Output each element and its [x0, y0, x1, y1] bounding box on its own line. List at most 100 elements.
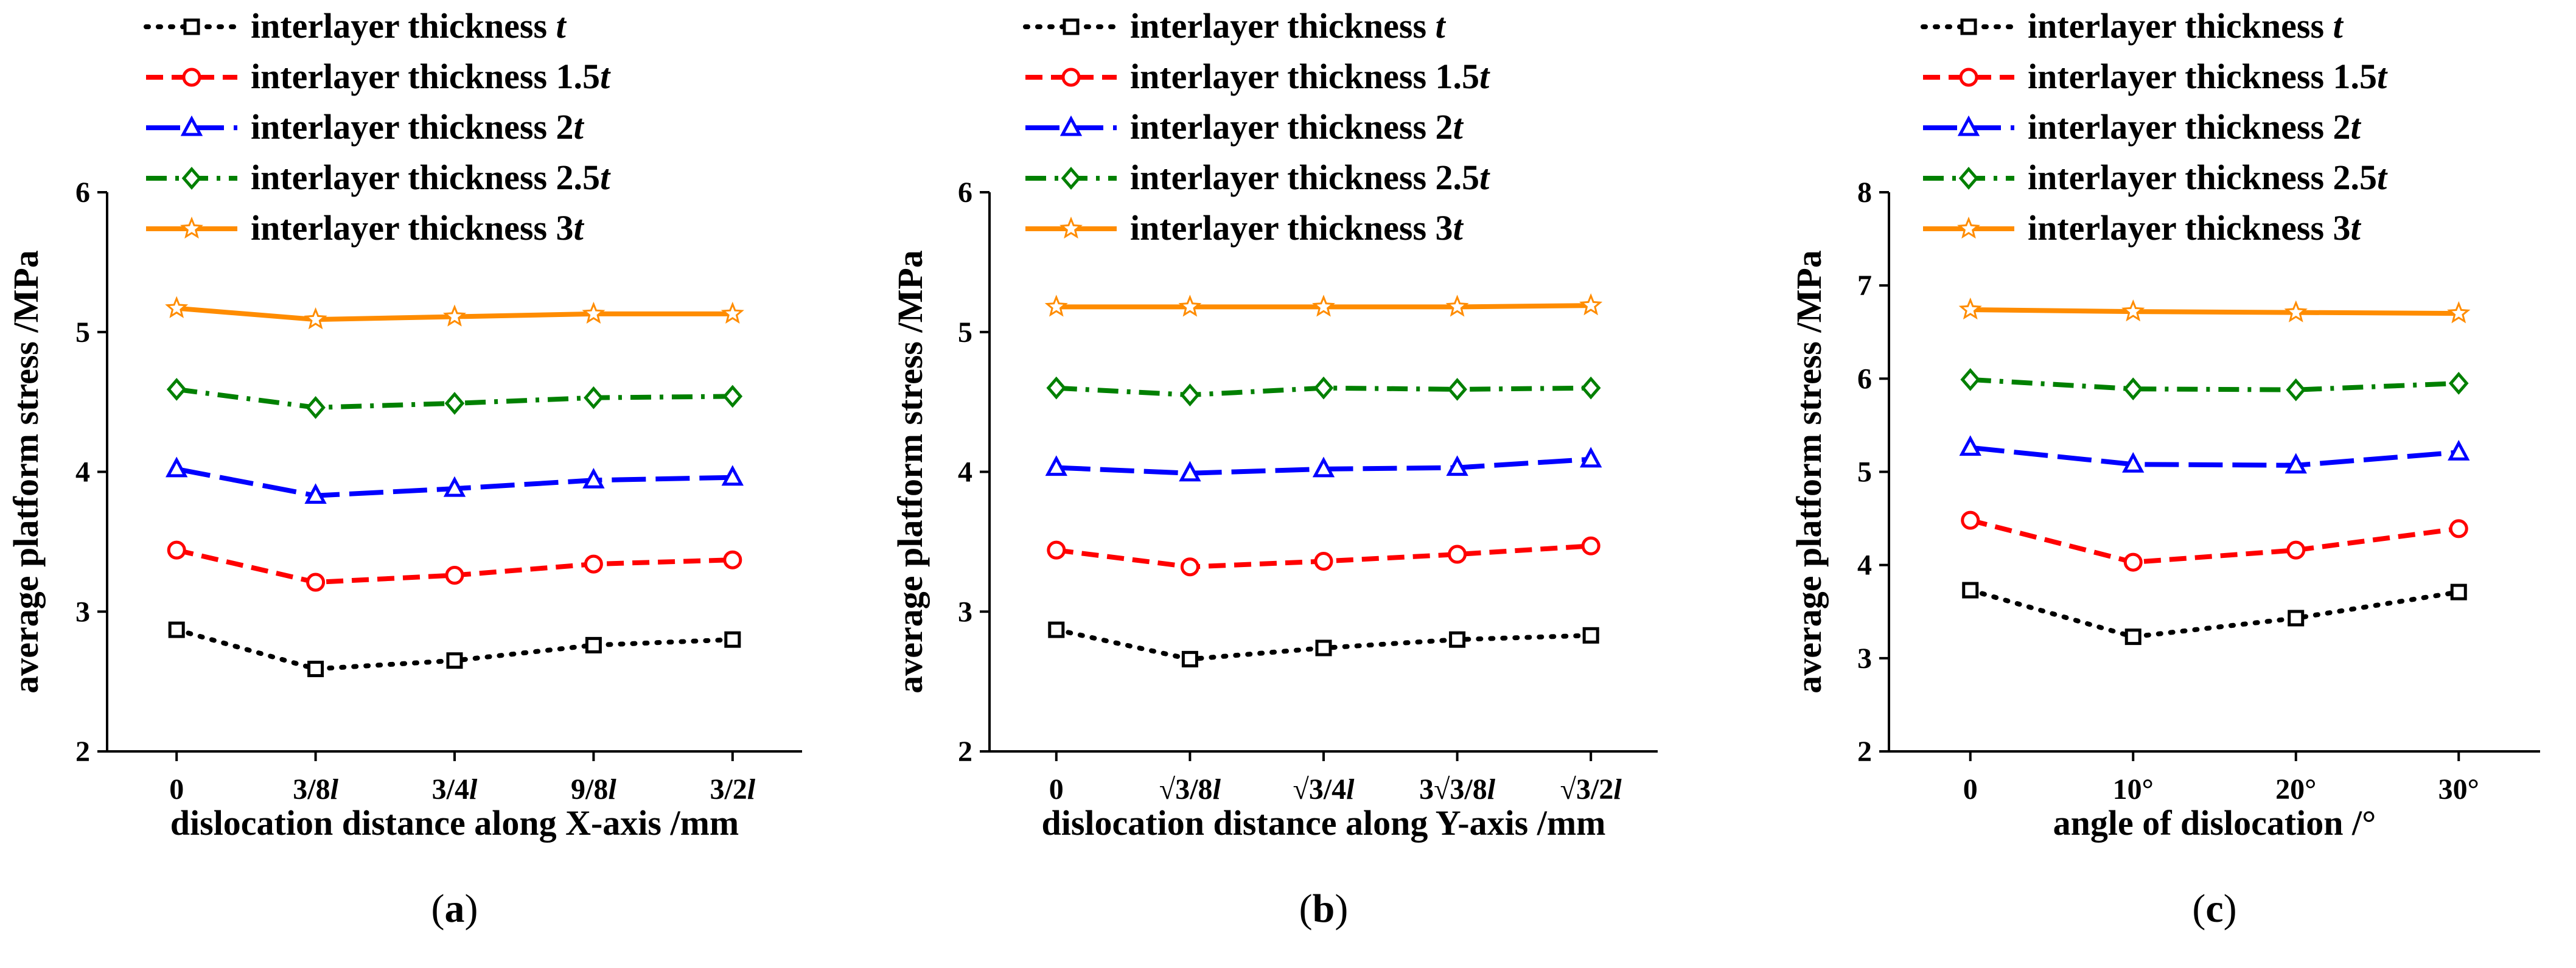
- x-tick-label: 30°: [2438, 773, 2479, 806]
- data-point: [306, 573, 326, 592]
- legend-label: interlayer thickness 2t: [251, 107, 585, 147]
- data-point: [2284, 300, 2308, 322]
- series-5: [165, 296, 744, 330]
- series-3: [1045, 447, 1602, 482]
- legend-marker: [1957, 115, 1980, 136]
- x-tick-label: 0: [1049, 773, 1064, 806]
- data-point: [1580, 447, 1602, 468]
- legend-label: interlayer thickness 2.5t: [2028, 158, 2388, 197]
- data-point: [2121, 299, 2145, 322]
- data-point: [305, 395, 326, 419]
- data-point: [2448, 372, 2469, 395]
- x-axis-label: dislocation distance along X-axis /mm: [170, 803, 739, 843]
- y-axis-label: average platform stress /MPa: [6, 250, 46, 694]
- legend-label: interlayer thickness 2t: [2028, 107, 2362, 147]
- data-point: [1179, 461, 1201, 482]
- chart-panel-3: 2 3 4 5 6 7 8 0 10° 20° 30° angle of dislocation /°…: [1789, 6, 2540, 931]
- legend-marker: [183, 18, 200, 35]
- legend-marker: [1063, 18, 1080, 35]
- data-point: [1961, 510, 1980, 530]
- legend: interlayer thickness t interlayer thickne…: [1921, 6, 2388, 248]
- series-line: [1970, 377, 2459, 392]
- y-tick-label: 4: [75, 456, 90, 489]
- legend-marker: [181, 167, 202, 190]
- data-point: [723, 550, 742, 569]
- data-point: [166, 378, 187, 401]
- data-point: [1047, 540, 1066, 560]
- x-tick-label: 3√3/8l: [1419, 773, 1496, 806]
- x-tick-label: 3/8l: [293, 773, 338, 806]
- legend-label: interlayer thickness 3t: [2028, 208, 2362, 248]
- data-point: [1445, 294, 1469, 317]
- panel-label: (c): [2192, 886, 2236, 931]
- data-point: [1180, 557, 1199, 577]
- series-2: [1047, 536, 1600, 577]
- series-1: [1048, 621, 1599, 667]
- x-tick-label: 0: [169, 773, 184, 806]
- data-point: [168, 621, 185, 638]
- data-point: [2449, 519, 2468, 538]
- legend-marker: [1958, 167, 1979, 190]
- legend-label: interlayer thickness t: [1130, 6, 1447, 46]
- y-tick-label: 8: [1857, 176, 1872, 209]
- data-point: [585, 636, 602, 653]
- data-point: [442, 304, 467, 327]
- legend-marker: [1059, 115, 1083, 136]
- legend-label: interlayer thickness 1.5t: [251, 57, 611, 96]
- data-point: [304, 483, 327, 504]
- legend-marker: [1960, 18, 1977, 35]
- data-point: [307, 660, 324, 677]
- series-2: [167, 540, 742, 592]
- data-point: [2123, 377, 2143, 400]
- data-point: [1580, 376, 1601, 400]
- data-point: [582, 468, 605, 489]
- y-tick-label: 3: [1857, 642, 1872, 675]
- data-point: [2285, 453, 2307, 474]
- y-tick-label: 3: [958, 596, 972, 628]
- y-tick-label: 2: [958, 736, 972, 768]
- data-point: [584, 386, 604, 409]
- series-line: [1967, 588, 2462, 639]
- data-point: [582, 301, 606, 324]
- y-tick-label: 6: [1857, 363, 1872, 395]
- data-point: [167, 540, 186, 560]
- legend: interlayer thickness t interlayer thickne…: [144, 6, 611, 248]
- y-tick-label: 2: [75, 736, 90, 768]
- series-5: [1958, 297, 2471, 324]
- data-point: [2448, 440, 2470, 461]
- series-5: [1044, 293, 1603, 317]
- legend-label: interlayer thickness t: [251, 6, 567, 46]
- y-tick-label: 5: [1857, 456, 1872, 489]
- data-point: [1958, 297, 1982, 320]
- data-point: [1959, 435, 1981, 456]
- series-4: [1046, 376, 1601, 406]
- data-point: [1312, 456, 1335, 478]
- data-point: [584, 554, 603, 574]
- series-line: [1970, 307, 2459, 316]
- data-point: [1314, 552, 1333, 571]
- data-point: [1449, 631, 1466, 648]
- series-line: [1969, 518, 2459, 565]
- data-point: [444, 392, 465, 415]
- data-point: [1313, 376, 1334, 400]
- legend-label: interlayer thickness 2t: [1130, 107, 1464, 147]
- y-tick-label: 6: [958, 176, 972, 209]
- legend-label: interlayer thickness 2.5t: [251, 158, 611, 197]
- data-point: [1581, 536, 1600, 555]
- data-point: [2123, 552, 2143, 572]
- data-point: [1579, 293, 1603, 316]
- legend-label: interlayer thickness 1.5t: [2028, 57, 2388, 96]
- data-point: [2124, 629, 2141, 646]
- data-point: [1181, 650, 1198, 667]
- legend: interlayer thickness t interlayer thickne…: [1023, 6, 1490, 248]
- x-tick-label: 20°: [2275, 773, 2316, 806]
- data-point: [2450, 583, 2467, 601]
- data-point: [443, 476, 466, 497]
- legend-label: interlayer thickness 3t: [1130, 208, 1464, 248]
- y-tick-label: 5: [958, 316, 972, 349]
- x-tick-label: 9/8l: [571, 773, 616, 806]
- y-axis-label: average platform stress /MPa: [1789, 250, 1829, 694]
- x-axis-label: dislocation distance along Y-axis /mm: [1041, 803, 1605, 843]
- data-point: [1311, 294, 1336, 317]
